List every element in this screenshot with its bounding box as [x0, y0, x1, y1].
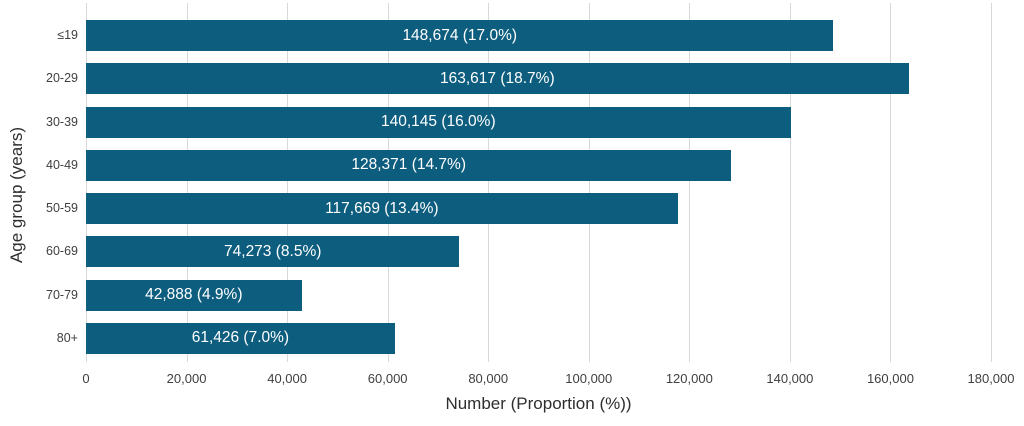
y-tick-label: 60-69 — [46, 244, 78, 259]
y-tick-label: 50-59 — [46, 201, 78, 215]
x-tick-label: 120,000 — [665, 371, 713, 386]
x-tick-label: 140,000 — [766, 371, 814, 386]
bar-value-label: 140,145 (16.0%) — [381, 113, 496, 130]
bar: 61,426 (7.0%) — [86, 322, 395, 354]
gridline — [287, 3, 289, 362]
x-tick-label: 80,000 — [468, 371, 509, 386]
bar: 128,371 (14.7%) — [86, 149, 732, 181]
bar: 163,617 (18.7%) — [86, 63, 909, 95]
x-tick-label: 40,000 — [267, 371, 307, 386]
gridline — [588, 3, 590, 362]
y-tick-label: 30-39 — [46, 114, 78, 129]
bar: 74,273 (8.5%) — [86, 236, 460, 268]
bar: 42,888 (4.9%) — [86, 279, 302, 311]
gridline — [387, 3, 389, 362]
bar-value-label: 61,426 (7.0%) — [191, 329, 290, 347]
bar: 117,669 (13.4%) — [86, 193, 678, 224]
bar-value-label: 117,669 (13.4%) — [325, 199, 439, 217]
x-tick-label: 60,000 — [367, 371, 408, 386]
gridline — [86, 3, 87, 362]
gridline — [789, 3, 791, 362]
bar: 148,674 (17.0%) — [86, 20, 834, 51]
bar-value-label: 148,674 (17.0%) — [402, 26, 518, 44]
bar: 140,145 (16.0%) — [86, 106, 791, 138]
bar-value-label: 74,273 (8.5%) — [224, 242, 322, 260]
x-axis-title: Number (Proportion (%)) — [445, 394, 632, 413]
x-tick-label: 0 — [82, 371, 90, 386]
y-tick-label: ≤19 — [57, 28, 78, 42]
gridline — [186, 3, 188, 362]
x-tick-label: 180,000 — [967, 371, 1015, 386]
gridline — [488, 3, 490, 362]
y-tick-label: 20-29 — [46, 71, 78, 86]
y-tick-label: 80+ — [56, 330, 78, 345]
gridline — [991, 3, 992, 362]
x-tick-label: 100,000 — [565, 371, 613, 386]
bar-value-label: 163,617 (18.7%) — [440, 69, 555, 87]
gridline — [689, 3, 691, 362]
x-tick-label: 160,000 — [866, 371, 914, 386]
bar-value-label: 42,888 (4.9%) — [145, 286, 243, 303]
x-tick-label: 20,000 — [166, 371, 207, 386]
y-tick-label: 40-49 — [46, 157, 78, 172]
bar-value-label: 128,371 (14.7%) — [351, 156, 466, 174]
y-tick-label: 70-79 — [46, 287, 78, 302]
gridline — [890, 3, 892, 362]
